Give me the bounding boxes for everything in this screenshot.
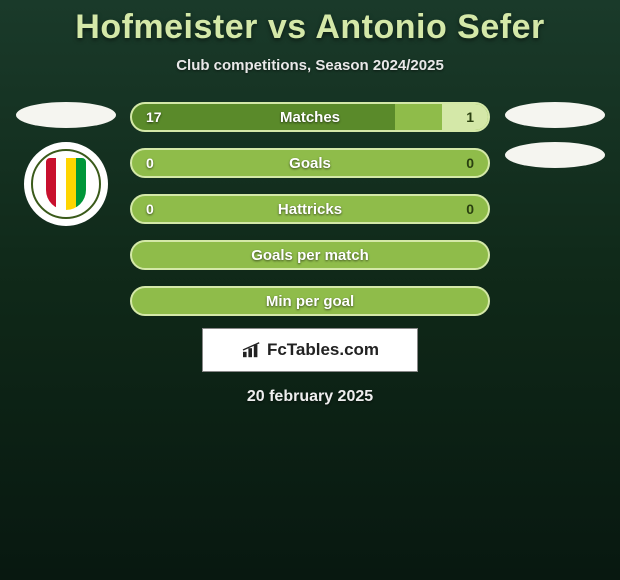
club-logo-placeholder bbox=[505, 142, 605, 168]
subtitle: Club competitions, Season 2024/2025 bbox=[0, 57, 620, 74]
stat-bars: 171Matches 00Goals 00Hattricks Goals per ma… bbox=[130, 102, 490, 316]
brand-label: FcTables.com bbox=[267, 340, 379, 360]
date-label: 20 february 2025 bbox=[0, 388, 620, 406]
player-photo-placeholder bbox=[16, 102, 116, 128]
left-player-column bbox=[13, 102, 118, 316]
club-logo-left bbox=[24, 142, 108, 226]
stat-bar: 171Matches bbox=[130, 102, 490, 132]
bars-icon bbox=[241, 341, 263, 359]
stat-bar: Goals per match bbox=[130, 240, 490, 270]
comparison-panel: 171Matches 00Goals 00Hattricks Goals per ma… bbox=[0, 102, 620, 316]
right-player-column bbox=[502, 102, 607, 316]
stat-label: Min per goal bbox=[132, 293, 488, 310]
stat-label: Hattricks bbox=[132, 201, 488, 218]
stat-bar: 00Hattricks bbox=[130, 194, 490, 224]
brand-watermark[interactable]: FcTables.com bbox=[202, 328, 418, 372]
stat-label: Goals per match bbox=[132, 247, 488, 264]
stat-label: Goals bbox=[132, 155, 488, 172]
page-title: Hofmeister vs Antonio Sefer bbox=[0, 0, 620, 47]
player-photo-placeholder bbox=[505, 102, 605, 128]
stat-label: Matches bbox=[132, 109, 488, 126]
stat-bar: 00Goals bbox=[130, 148, 490, 178]
shield-icon bbox=[46, 158, 86, 210]
stat-bar: Min per goal bbox=[130, 286, 490, 316]
